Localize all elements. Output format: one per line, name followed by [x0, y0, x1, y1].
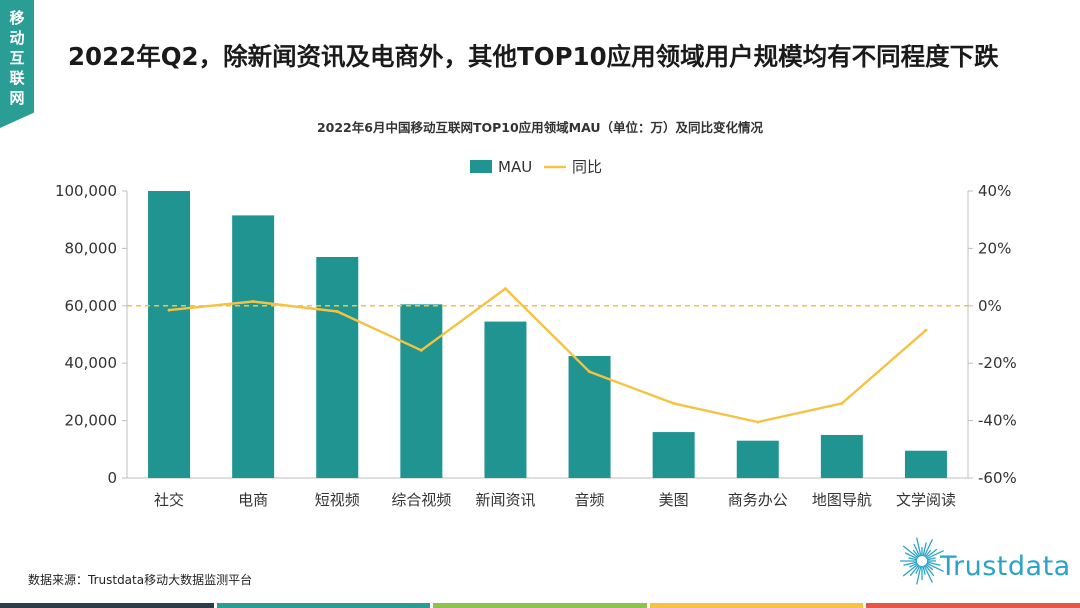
footer-segment: [866, 603, 1080, 608]
x-tick-label: 文学阅读: [896, 491, 956, 509]
footer-segment: [216, 603, 431, 608]
section-tag: 移动互联网: [0, 0, 34, 128]
right-tick-label: -40%: [978, 412, 1017, 430]
line-point-yoy: [672, 401, 676, 405]
footer-color-bar: [0, 603, 1080, 608]
line-point-yoy: [419, 348, 423, 352]
chart-title: 2022年6月中国移动互联网TOP10应用领域MAU（单位：万）及同比变化情况: [316, 120, 764, 135]
x-tick-label: 地图导航: [812, 491, 872, 509]
line-point-yoy: [756, 420, 760, 424]
bar-mau: [232, 215, 275, 478]
footer-segment: [0, 603, 214, 608]
right-tick-label: -20%: [978, 354, 1017, 372]
bar-mau: [148, 191, 191, 478]
right-tick-label: 40%: [978, 182, 1011, 200]
x-tick-label: 社交: [154, 491, 184, 509]
line-point-yoy: [251, 299, 255, 303]
bar-mau: [568, 356, 611, 478]
left-tick-label: 60,000: [65, 297, 118, 315]
page-title: 2022年Q2，除新闻资讯及电商外，其他TOP10应用领域用户规模均有不同程度下…: [68, 42, 999, 71]
bar-mau: [652, 432, 695, 478]
bar-mau: [736, 440, 779, 478]
right-tick-label: 0%: [978, 297, 1002, 315]
line-point-yoy: [924, 328, 928, 332]
left-tick-label: 100,000: [55, 182, 117, 200]
x-tick-label: 综合视频: [391, 491, 451, 509]
legend-swatch-mau: [470, 160, 492, 173]
left-tick-label: 20,000: [65, 412, 118, 430]
line-point-yoy: [588, 370, 592, 374]
bar-mau: [400, 304, 443, 478]
line-yoy: [168, 287, 927, 424]
trustdata-logo-icon: [900, 537, 944, 585]
data-source-note: 数据来源：Trustdata移动大数据监测平台: [28, 573, 253, 587]
x-tick-label: 电商: [238, 491, 268, 509]
section-tag-label: 移动互联网: [9, 9, 25, 107]
right-tick-label: -60%: [978, 469, 1017, 487]
left-tick-label: 40,000: [65, 354, 118, 372]
bar-mau: [316, 257, 359, 478]
x-tick-label: 商务办公: [728, 491, 788, 509]
line-point-yoy: [840, 401, 844, 405]
footer-segment: [649, 603, 864, 608]
x-tick-label: 新闻资讯: [475, 491, 535, 509]
brand-name: Trustdata: [940, 551, 1071, 582]
bar-mau: [820, 434, 863, 478]
legend-label-mau: MAU: [498, 158, 532, 176]
bar-mau: [484, 321, 527, 478]
left-tick-label: 0: [107, 469, 117, 487]
right-tick-label: 20%: [978, 239, 1011, 257]
line-point-yoy: [167, 308, 171, 312]
line-point-yoy: [335, 310, 339, 314]
x-tick-label: 短视频: [315, 491, 360, 509]
x-tick-label: 音频: [575, 491, 605, 509]
combo-chart: 0 20,000 40,000 60,000 80,000 100,000 -60% -40%…: [55, 158, 1017, 509]
x-tick-label: 美图: [659, 491, 689, 509]
legend-label-yoy: 同比: [572, 158, 602, 176]
left-tick-label: 80,000: [65, 239, 118, 257]
footer-segment: [433, 603, 647, 608]
line-point-yoy: [503, 287, 507, 291]
bar-mau: [904, 450, 947, 478]
